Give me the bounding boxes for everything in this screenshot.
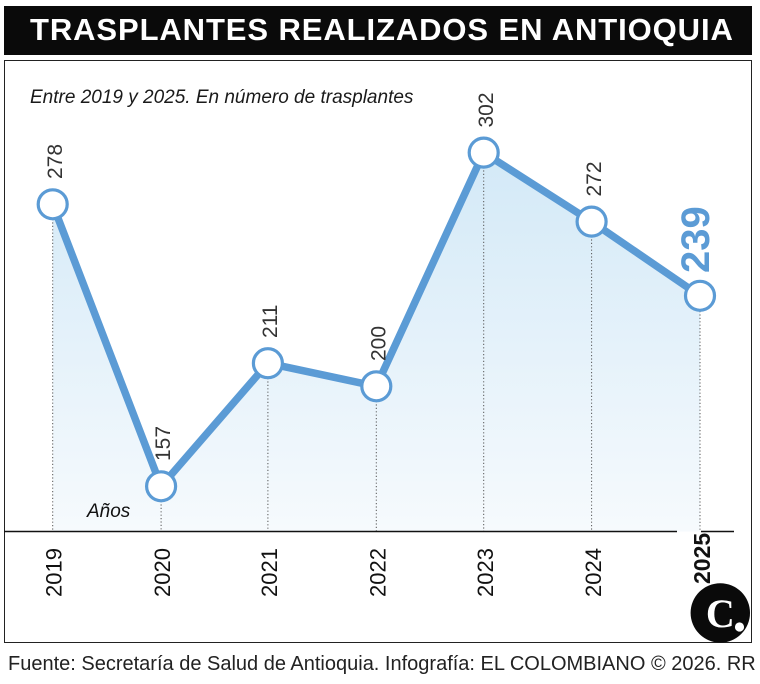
- svg-text:C: C: [706, 591, 735, 636]
